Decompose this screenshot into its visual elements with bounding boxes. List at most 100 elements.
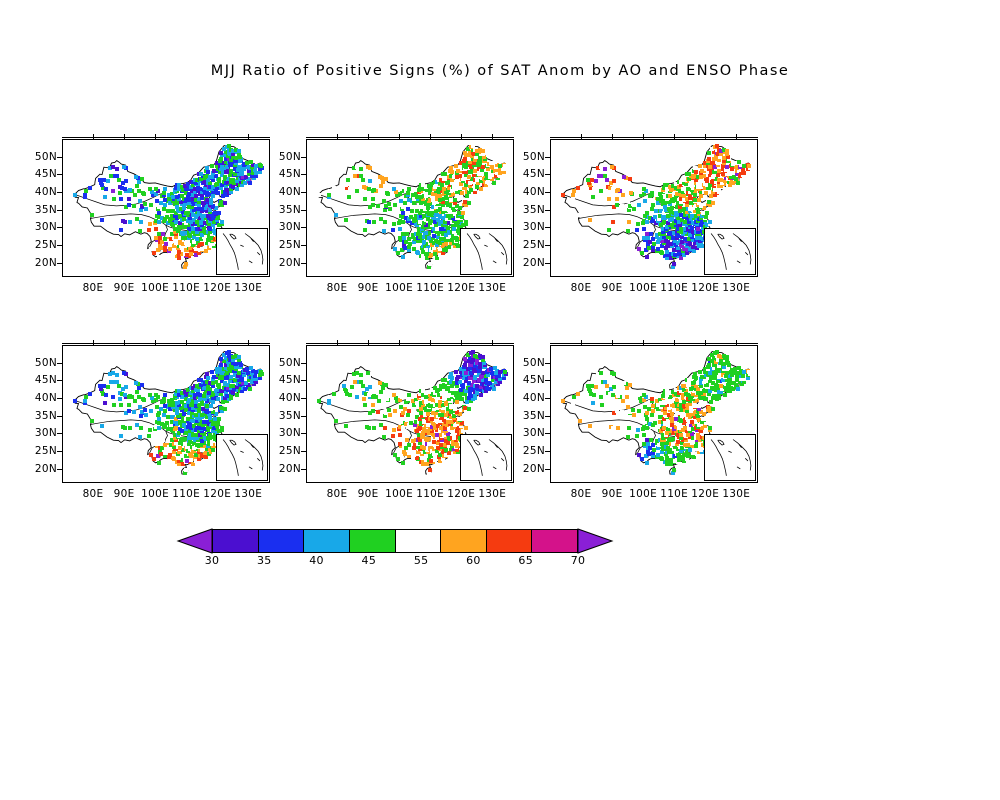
station-marker — [665, 446, 670, 451]
station-marker — [446, 386, 451, 391]
station-marker — [258, 376, 262, 381]
station-marker — [413, 422, 417, 427]
station-marker — [154, 198, 159, 203]
station-marker — [180, 436, 185, 441]
station-marker — [463, 156, 468, 161]
station-marker — [172, 444, 177, 449]
station-marker — [201, 188, 206, 193]
station-marker — [224, 192, 229, 197]
station-marker — [674, 182, 679, 187]
station-marker — [149, 203, 154, 208]
station-marker — [172, 190, 177, 195]
station-marker — [470, 157, 475, 162]
station-marker — [162, 408, 167, 413]
station-marker — [400, 461, 405, 466]
station-marker — [434, 394, 439, 399]
station-marker — [175, 413, 180, 418]
station-marker — [442, 397, 447, 402]
x-axis-tick-mark — [124, 340, 126, 345]
station-marker — [152, 457, 156, 461]
station-marker — [205, 173, 210, 178]
station-marker — [196, 222, 201, 227]
station-marker — [211, 204, 216, 209]
station-marker — [200, 379, 205, 384]
station-marker — [207, 222, 212, 227]
colorbar-segment — [395, 530, 442, 552]
station-marker — [139, 177, 144, 182]
station-marker — [179, 406, 184, 410]
station-marker — [231, 184, 236, 189]
station-marker — [224, 398, 229, 403]
station-marker — [434, 188, 439, 193]
station-marker — [229, 187, 233, 192]
station-marker — [386, 201, 391, 206]
y-axis-tick-mark — [301, 262, 306, 264]
station-marker — [447, 248, 452, 253]
station-marker — [225, 359, 230, 364]
station-marker — [456, 236, 461, 241]
station-marker — [742, 163, 746, 168]
station-marker — [187, 204, 191, 209]
station-marker — [659, 442, 664, 446]
station-marker — [658, 404, 663, 409]
station-marker — [706, 375, 711, 380]
y-axis-tick-label: 30N — [34, 221, 57, 234]
station-marker — [452, 175, 457, 180]
station-marker — [435, 240, 440, 244]
station-marker — [431, 441, 436, 446]
station-marker — [697, 244, 702, 249]
station-marker — [598, 165, 603, 170]
station-marker — [459, 367, 463, 372]
station-marker — [421, 196, 426, 201]
station-marker — [421, 224, 426, 229]
station-marker — [625, 189, 630, 194]
station-marker — [364, 387, 369, 392]
station-marker — [709, 169, 714, 174]
station-marker — [660, 216, 665, 221]
station-marker — [678, 407, 683, 412]
station-marker — [685, 187, 690, 191]
x-axis-tick-mark — [248, 134, 250, 139]
station-marker — [729, 179, 734, 184]
station-marker — [449, 420, 454, 425]
station-marker — [439, 383, 444, 388]
y-axis-tick-label: 35N — [278, 409, 301, 422]
station-marker — [668, 436, 673, 441]
station-marker — [497, 168, 502, 173]
station-marker — [243, 386, 248, 391]
x-axis-tick-label: 120E — [203, 282, 232, 294]
station-marker — [228, 357, 233, 362]
station-marker — [650, 408, 655, 413]
station-marker — [659, 415, 664, 420]
station-marker — [419, 194, 423, 199]
station-marker — [667, 428, 672, 433]
x-axis-tick-mark — [643, 340, 645, 345]
station-marker — [739, 167, 744, 172]
station-marker — [251, 175, 256, 180]
station-marker — [202, 226, 207, 231]
station-marker — [190, 201, 195, 206]
station-marker — [358, 173, 363, 178]
station-marker — [709, 193, 714, 198]
station-marker — [650, 197, 655, 202]
station-marker — [467, 362, 472, 367]
station-marker — [493, 164, 498, 169]
station-marker — [707, 156, 712, 161]
station-marker — [708, 425, 713, 430]
station-marker — [661, 220, 666, 225]
station-marker — [382, 228, 387, 233]
station-marker — [250, 368, 255, 373]
station-marker — [169, 422, 173, 427]
station-marker — [724, 164, 729, 169]
station-marker — [362, 227, 367, 232]
station-marker — [691, 451, 696, 456]
station-marker — [501, 372, 506, 377]
station-marker — [698, 390, 703, 395]
station-marker — [419, 204, 424, 209]
station-marker — [200, 431, 205, 436]
station-marker — [166, 414, 170, 419]
station-marker — [429, 219, 434, 223]
station-marker — [436, 396, 441, 401]
station-marker — [477, 158, 482, 163]
station-marker — [719, 361, 724, 365]
